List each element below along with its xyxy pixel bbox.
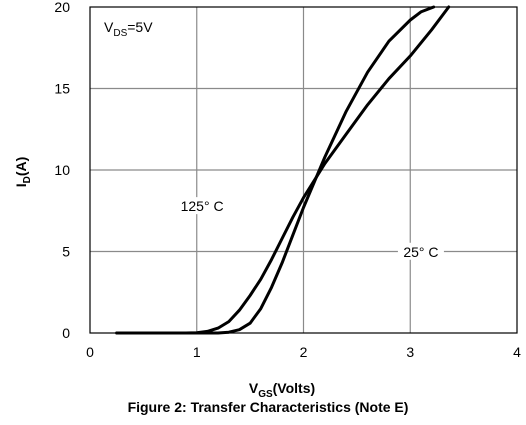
- y-tick-label: 20: [54, 0, 70, 15]
- figure-caption: Figure 2: Transfer Characteristics (Note…: [128, 399, 409, 415]
- x-tick-label: 0: [86, 344, 94, 360]
- plot-frame: [89, 6, 518, 334]
- y-tick-label: 0: [62, 325, 70, 341]
- x-tick-label: 1: [193, 344, 201, 360]
- series-label-background: [175, 197, 229, 215]
- y-tick-label: 10: [54, 162, 70, 178]
- x-tick-label: 2: [300, 344, 308, 360]
- x-tick-label: 3: [406, 344, 414, 360]
- series-label-125c: 125° C: [181, 198, 224, 214]
- data-curves: [115, 5, 451, 335]
- y-axis-label: ID(A): [13, 157, 33, 188]
- y-tick-label: 5: [62, 244, 70, 260]
- x-axis-label: VGS(Volts): [249, 380, 315, 400]
- series-labels: 125° C 25° C: [175, 197, 444, 260]
- grid-lines: [90, 7, 517, 333]
- series-label-25c: 25° C: [403, 244, 438, 260]
- vds-annotation: VDS=5V: [104, 19, 153, 39]
- tick-labels: 0 1 2 3 4 0 5 10 15 20: [54, 0, 521, 360]
- series-label-background: [397, 242, 444, 260]
- y-tick-label: 15: [54, 81, 70, 97]
- series-line-25c: [115, 5, 436, 335]
- x-tick-label: 4: [513, 344, 521, 360]
